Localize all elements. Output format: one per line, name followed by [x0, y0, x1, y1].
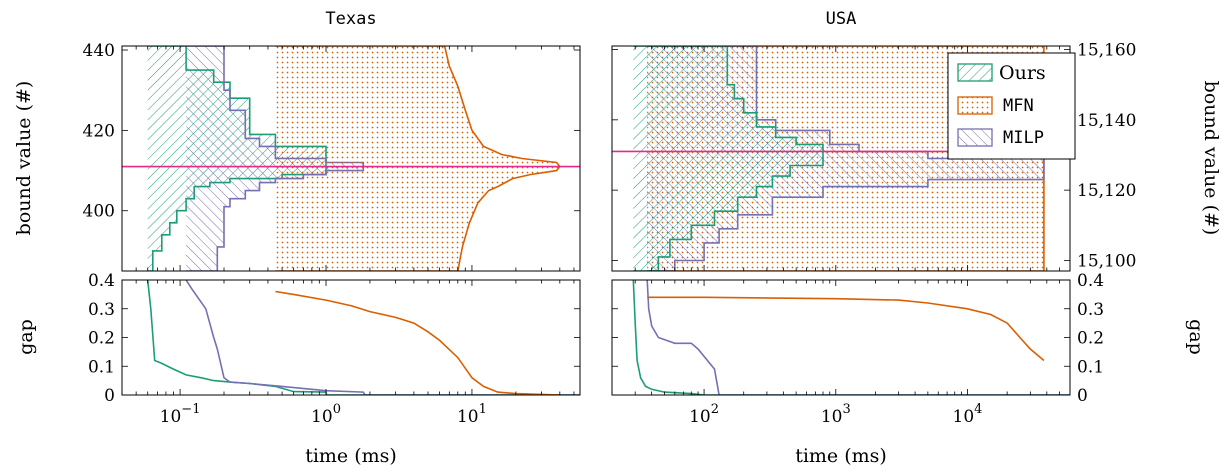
x-tick-label: 101	[457, 402, 487, 427]
x-tick-base: 10	[457, 407, 479, 427]
texas-bounds-plot-area	[122, 46, 580, 271]
usa-bounds-plot-area	[612, 46, 1070, 271]
ours-lower-bound-usa-bounds	[633, 151, 824, 271]
texas-gap-x-ticks	[121, 280, 575, 395]
mfn-lower-bound-usa-bounds	[647, 169, 1045, 271]
legend-label-milp: MILP	[1003, 128, 1044, 148]
y-tick-label: 0.1	[1077, 357, 1104, 377]
y-tick-label: 0.3	[1077, 300, 1104, 320]
usa-gap-ylabel: gap	[1185, 319, 1207, 355]
x-tick-label: 100	[311, 402, 341, 427]
y-tick-label: 440	[83, 41, 115, 61]
texas-gap-y-ticks: 0 0.1 0.2 0.3 0.4	[88, 271, 580, 406]
y-tick-label: 0.4	[1077, 271, 1104, 291]
legend-swatch-milp	[957, 128, 993, 147]
y-tick-label: 0.3	[88, 300, 115, 320]
texas-gap-plot-area	[146, 280, 580, 395]
texas-bounds-panel: 400 420 440	[83, 41, 581, 272]
mfn-lower-bound-texas-bounds	[275, 166, 561, 271]
x-tick-base: 10	[821, 407, 843, 427]
legend-entry-ours: Ours	[957, 62, 1046, 84]
texas-gap-frame	[121, 279, 581, 396]
x-tick-exponent: 1	[479, 402, 487, 417]
y-tick-label: 15,140	[1077, 111, 1136, 131]
usa-bounds-x-ticks	[611, 46, 1071, 271]
texas-xlabel: time (ms)	[305, 445, 397, 467]
legend-swatch-ours	[957, 63, 993, 82]
legend-entry-milp: MILP	[957, 128, 1044, 148]
milp-gap-line-texas-gap	[185, 280, 580, 395]
usa-bounds-ylabel: bound value (#)	[1200, 81, 1222, 236]
mfn-gap-line-texas-gap	[275, 290, 560, 395]
y-tick-label: 15,120	[1077, 181, 1136, 201]
ours-gap-line-texas-gap	[146, 280, 580, 395]
x-tick-label: 102	[689, 402, 719, 427]
x-tick-label: 103	[821, 402, 851, 427]
texas-title: Texas	[325, 9, 376, 29]
texas-bounds-ylabel: bound value (#)	[13, 81, 35, 236]
y-tick-label: 15,100	[1077, 251, 1136, 271]
x-tick-exponent: 0	[333, 402, 341, 417]
legend-entry-mfn: MFN	[957, 96, 1034, 116]
x-tick-label: 10−1	[160, 402, 201, 427]
texas-bounds-frame	[121, 45, 581, 272]
ours-upper-bound-usa-bounds	[633, 46, 824, 152]
x-tick-exponent: 3	[842, 402, 850, 417]
ours-band-usa-bounds	[633, 46, 823, 271]
milp-gap-line-usa-gap	[646, 280, 1070, 395]
y-tick-label: 0.4	[88, 271, 115, 291]
texas-bounds-x-ticks	[121, 46, 575, 271]
y-tick-label: 0.2	[88, 329, 115, 349]
usa-gap-x-ticks	[611, 280, 1071, 395]
x-tick-exponent: 2	[711, 402, 719, 417]
y-tick-label: 0.1	[88, 357, 115, 377]
x-tick-base: 10	[953, 407, 975, 427]
mfn-gap-line-usa-gap	[647, 296, 1045, 362]
usa-xlabel: time (ms)	[795, 445, 887, 467]
y-tick-label: 0	[104, 386, 115, 406]
x-tick-base: 10	[311, 407, 333, 427]
y-tick-label: 15,160	[1077, 41, 1136, 61]
texas-gap-ylabel: gap	[15, 319, 37, 355]
legend: Ours MFN MILP	[947, 52, 1076, 160]
y-tick-label: 0	[1077, 386, 1088, 406]
mfn-upper-bound-texas-bounds	[275, 46, 561, 167]
x-tick-exponent: 4	[974, 402, 982, 417]
usa-title: USA	[826, 9, 857, 29]
x-tick-base: 10	[160, 407, 182, 427]
y-tick-label: 0.2	[1077, 329, 1104, 349]
usa-gap-plot-area	[632, 280, 1070, 395]
y-tick-label: 420	[83, 121, 115, 141]
x-tick-exponent: −1	[181, 402, 200, 417]
usa-bounds-y-ticks: 15,100 15,120 15,140 15,160	[612, 41, 1136, 271]
milp-lower-bound-usa-bounds	[647, 165, 1045, 271]
legend-swatch-mfn	[957, 96, 993, 115]
mfn-band-texas-bounds	[275, 46, 560, 271]
legend-label-mfn: MFN	[1003, 96, 1034, 116]
x-tick-label: 104	[953, 402, 983, 427]
legend-label-ours: Ours	[999, 62, 1046, 84]
usa-gap-y-ticks: 0 0.1 0.2 0.3 0.4	[612, 271, 1104, 406]
x-tick-base: 10	[689, 407, 711, 427]
usa-bounds-panel: 15,100 15,120 15,140 15,160	[611, 41, 1136, 272]
texas-bounds-y-ticks: 400 420 440	[83, 41, 580, 222]
y-tick-label: 400	[83, 202, 115, 222]
